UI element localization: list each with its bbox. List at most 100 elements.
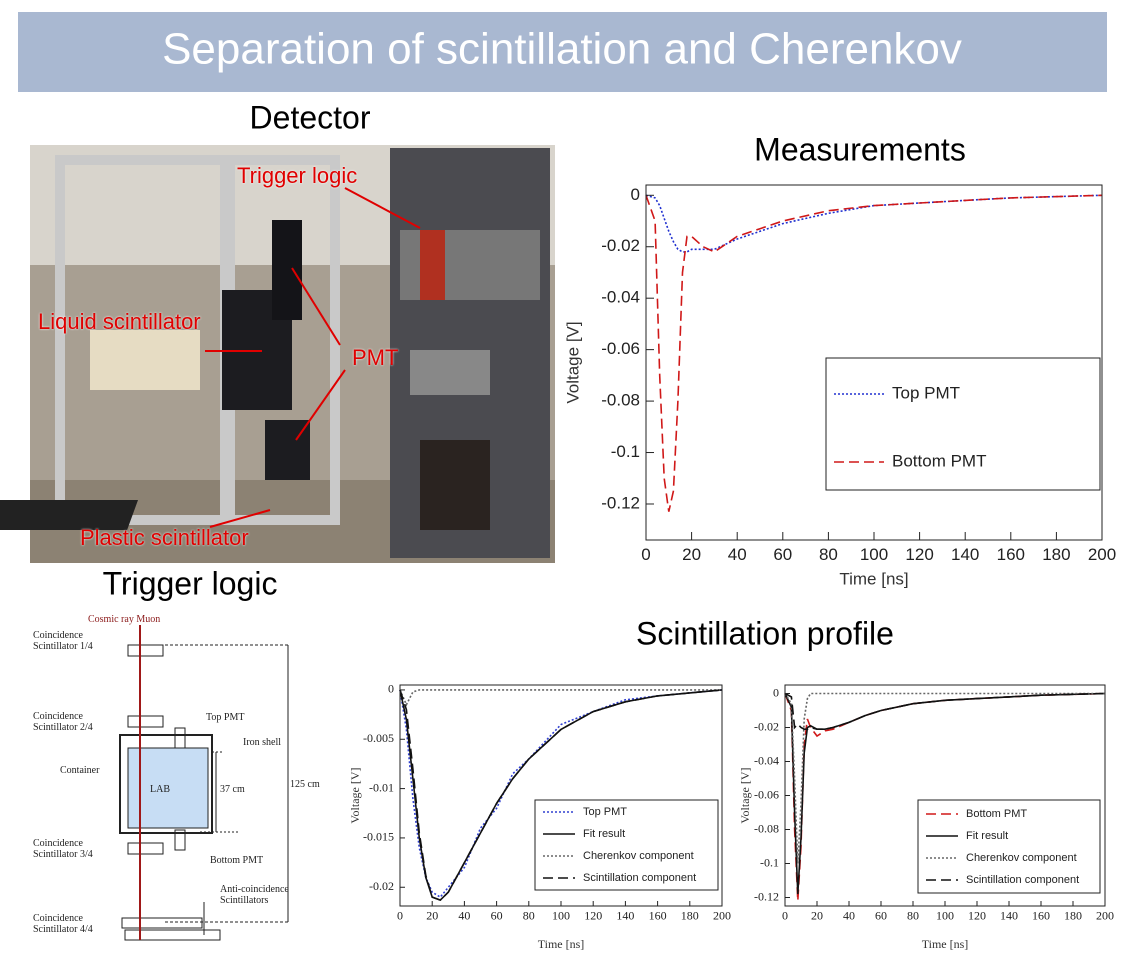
photo-label: Liquid scintillator bbox=[38, 309, 201, 334]
photo-label: Trigger logic bbox=[237, 163, 358, 188]
series-line bbox=[784, 692, 1106, 730]
trigger-diagram bbox=[119, 625, 290, 941]
x-tick-label: 180 bbox=[1042, 545, 1070, 564]
diagram-label: Container bbox=[60, 765, 100, 776]
y-tick-label: -0.005 bbox=[363, 731, 394, 745]
section-heading: Detector bbox=[250, 99, 371, 135]
x-tick-label: 20 bbox=[811, 909, 823, 923]
y-tick-label: 0 bbox=[388, 682, 394, 696]
y-tick-label: -0.1 bbox=[760, 855, 779, 869]
y-axis-label: Voltage [V] bbox=[563, 321, 582, 403]
legend-box bbox=[825, 357, 1101, 491]
y-tick-label: -0.01 bbox=[369, 780, 394, 794]
x-tick-label: 140 bbox=[951, 545, 979, 564]
y-tick-label: -0.08 bbox=[601, 391, 640, 410]
x-tick-label: 60 bbox=[491, 909, 503, 923]
diagram-label: Coincidence Scintillator 3/4 bbox=[33, 838, 93, 860]
x-tick-label: 0 bbox=[782, 909, 788, 923]
x-tick-label: 200 bbox=[1088, 545, 1116, 564]
x-tick-label: 160 bbox=[1032, 909, 1050, 923]
x-tick-label: 0 bbox=[397, 909, 403, 923]
photo-label: PMT bbox=[352, 345, 399, 370]
legend-label: Top PMT bbox=[892, 383, 960, 402]
x-tick-label: 40 bbox=[728, 545, 747, 564]
y-tick-label: -0.08 bbox=[754, 821, 779, 835]
legend-label: Bottom PMT bbox=[892, 451, 986, 470]
diagram-label: Coincidence Scintillator 2/4 bbox=[33, 711, 93, 733]
title-bar bbox=[18, 12, 1107, 92]
x-tick-label: 20 bbox=[682, 545, 701, 564]
diagram-label: Anti-coincidence Scintillators bbox=[220, 884, 289, 906]
x-tick-label: 140 bbox=[616, 909, 634, 923]
diagram-label: 125 cm bbox=[290, 779, 320, 790]
x-tick-label: 160 bbox=[997, 545, 1025, 564]
series-line bbox=[645, 194, 1103, 253]
legend-label: Cherenkov component bbox=[583, 850, 694, 862]
x-tick-label: 60 bbox=[773, 545, 792, 564]
diagram-label: Top PMT bbox=[206, 712, 245, 723]
y-tick-label: 0 bbox=[773, 685, 779, 699]
slide-title: Separation of scintillation and Cherenko… bbox=[162, 25, 962, 74]
y-tick-label: -0.12 bbox=[601, 493, 640, 512]
legend-box bbox=[534, 799, 719, 891]
series-line bbox=[645, 194, 1103, 512]
x-tick-label: 100 bbox=[936, 909, 954, 923]
diagram-label: Coincidence Scintillator 4/4 bbox=[33, 913, 93, 935]
x-tick-label: 0 bbox=[641, 545, 650, 564]
y-tick-label: -0.02 bbox=[369, 879, 394, 893]
y-tick-label: -0.1 bbox=[611, 442, 640, 461]
y-tick-label: -0.12 bbox=[754, 889, 779, 903]
x-tick-label: 40 bbox=[458, 909, 470, 923]
x-tick-label: 100 bbox=[552, 909, 570, 923]
y-tick-label: 0 bbox=[631, 185, 640, 204]
diagram-label: 37 cm bbox=[220, 784, 245, 795]
x-tick-label: 120 bbox=[968, 909, 986, 923]
y-tick-label: -0.04 bbox=[601, 288, 640, 307]
photo-label: Plastic scintillator bbox=[80, 525, 249, 550]
y-tick-label: -0.06 bbox=[601, 339, 640, 358]
chart: 0 20 40 60 80 100 120 140 160 180 200 0 -0.02 -0.04 -0… bbox=[738, 684, 1114, 951]
diagram-label: Bottom PMT bbox=[210, 855, 264, 866]
x-tick-label: 80 bbox=[907, 909, 919, 923]
y-tick-label: -0.06 bbox=[754, 787, 779, 801]
x-tick-label: 80 bbox=[819, 545, 838, 564]
x-tick-label: 120 bbox=[905, 545, 933, 564]
legend-label: Cherenkov component bbox=[966, 852, 1077, 864]
legend-box bbox=[917, 799, 1101, 894]
x-tick-label: 160 bbox=[649, 909, 667, 923]
section-heading: Scintillation profile bbox=[636, 615, 894, 651]
x-tick-label: 40 bbox=[843, 909, 855, 923]
legend-label: Scintillation component bbox=[583, 872, 696, 884]
chart: 0 20 40 60 80 100 120 140 160 180 200 0 -0.005 -0.01 -… bbox=[348, 682, 731, 951]
x-axis-label: Time [ns] bbox=[839, 569, 908, 588]
legend-label: Scintillation component bbox=[966, 874, 1079, 886]
legend-label: Top PMT bbox=[583, 806, 627, 818]
series-line bbox=[399, 689, 723, 902]
x-tick-label: 200 bbox=[713, 909, 731, 923]
x-tick-label: 140 bbox=[1000, 909, 1018, 923]
x-tick-label: 80 bbox=[523, 909, 535, 923]
section-heading: Trigger logic bbox=[103, 565, 278, 601]
x-axis-label: Time [ns] bbox=[922, 937, 969, 951]
x-tick-label: 200 bbox=[1096, 909, 1114, 923]
series-line bbox=[399, 689, 722, 707]
x-tick-label: 100 bbox=[860, 545, 888, 564]
diagram-label: Cosmic ray Muon bbox=[88, 614, 161, 625]
y-tick-label: -0.02 bbox=[754, 719, 779, 733]
y-tick-label: -0.015 bbox=[363, 830, 394, 844]
y-tick-label: -0.02 bbox=[601, 236, 640, 255]
legend-label: Fit result bbox=[583, 828, 625, 840]
x-tick-label: 180 bbox=[681, 909, 699, 923]
x-tick-label: 120 bbox=[584, 909, 602, 923]
y-axis-label: Voltage [V] bbox=[738, 767, 752, 823]
diagram-label: Coincidence Scintillator 1/4 bbox=[33, 630, 93, 652]
x-tick-label: 60 bbox=[875, 909, 887, 923]
y-axis-label: Voltage [V] bbox=[348, 767, 362, 823]
x-tick-label: 20 bbox=[426, 909, 438, 923]
chart: 0 20 40 60 80 100 120 140 160 180 200 0 -0.02 -0.04 -0… bbox=[563, 184, 1116, 588]
x-axis-label: Time [ns] bbox=[538, 937, 585, 951]
x-tick-label: 180 bbox=[1064, 909, 1082, 923]
legend-label: Fit result bbox=[966, 830, 1008, 842]
